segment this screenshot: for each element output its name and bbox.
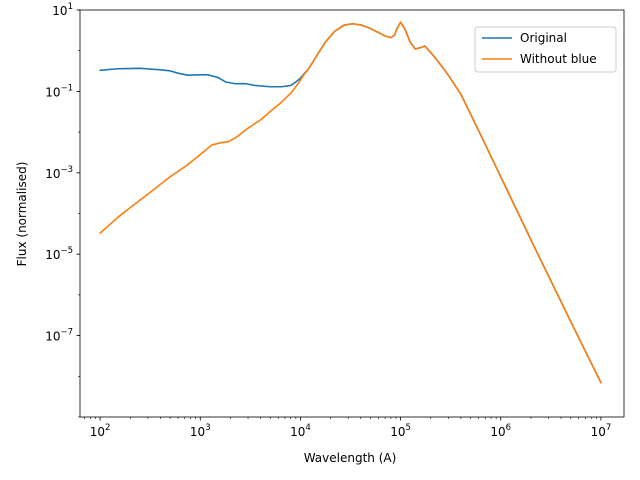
legend: Original Without blue xyxy=(474,26,617,73)
y-tick-label: 10−1 xyxy=(45,83,73,99)
y-tick-label: 10−3 xyxy=(45,165,73,181)
legend-label-original: Original xyxy=(520,31,567,45)
y-axis-label: Flux (normalised) xyxy=(15,162,29,267)
x-tick-label: 104 xyxy=(290,423,311,439)
x-tick-label: 102 xyxy=(90,423,111,439)
legend-label-without-blue: Without blue xyxy=(520,52,597,66)
x-tick-label: 105 xyxy=(390,423,411,439)
y-tick-label: 10−5 xyxy=(45,246,73,262)
y-axis: 101 10−1 10−3 10−5 10−7 xyxy=(45,2,80,418)
plot-area xyxy=(80,10,624,417)
y-tick-label: 10−7 xyxy=(45,328,73,344)
x-axis: 102 103 104 105 106 107 xyxy=(84,417,612,439)
x-tick-label: 106 xyxy=(490,423,511,439)
series-line-without-blue xyxy=(99,21,602,384)
x-axis-label: Wavelength (A) xyxy=(304,451,397,465)
x-tick-label: 107 xyxy=(591,423,612,439)
x-tick-label: 103 xyxy=(190,423,211,439)
y-tick-label: 101 xyxy=(52,2,73,18)
series-layer xyxy=(99,21,602,384)
